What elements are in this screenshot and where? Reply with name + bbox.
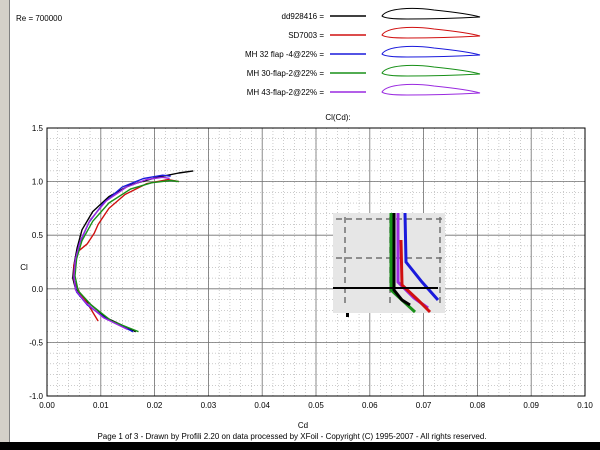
x-tick-label: 0.07 <box>416 401 432 410</box>
reynolds-number: Re = 700000 <box>16 14 63 23</box>
inset-curve <box>403 212 440 301</box>
x-tick-label: 0.06 <box>362 401 378 410</box>
x-tick-label: 0.03 <box>201 401 217 410</box>
airfoil-glyph <box>381 26 481 39</box>
plot-area: 0.00 0.01 0.02 0.03 0.04 0.05 0.06 0.07 0.08 0.09… <box>29 124 593 410</box>
series-line-mh-30-flap-2-22- <box>74 179 179 333</box>
footer-text: Page 1 of 3 - Drawn by Profili 2.20 on d… <box>97 432 486 441</box>
inset-speck <box>346 313 349 317</box>
chart-title: Cl(Cd): <box>325 113 350 122</box>
legend-label: MH 43-flap-2@22% = <box>247 88 325 97</box>
x-tick-label: 0.10 <box>577 401 593 410</box>
x-tick-label: 0.02 <box>147 401 163 410</box>
airfoil-glyph <box>381 64 481 77</box>
window-frame-left <box>0 0 10 450</box>
legend-label: MH 30-flap-2@22% = <box>247 69 325 78</box>
x-tick-label: 0.01 <box>93 401 109 410</box>
legend-label: dd928416 = <box>282 12 325 21</box>
x-tick-label: 0.09 <box>523 401 539 410</box>
series-line-sd7003 <box>73 178 179 322</box>
legend: dd928416 = SD7003 = MH 32 flap -4@22% = MH … <box>245 7 481 97</box>
y-tick-label: -1.0 <box>29 392 43 401</box>
y-tick-label: 1.0 <box>32 178 44 187</box>
plot-frame <box>46 127 586 397</box>
y-axis-label: Cl <box>20 263 28 272</box>
x-tick-label: 0.00 <box>39 401 55 410</box>
airfoil-glyph <box>381 45 481 58</box>
x-axis-label: Cd <box>298 421 308 430</box>
y-tick-label: 0.5 <box>32 231 44 240</box>
window-frame-bottom <box>0 442 600 450</box>
y-tick-label: -0.5 <box>29 338 43 347</box>
x-tick-label: 0.05 <box>308 401 324 410</box>
plot-sheet: dd928416 = SD7003 = MH 32 flap -4@22% = MH … <box>10 0 600 442</box>
legend-label: SD7003 = <box>288 31 324 40</box>
legend-label: MH 32 flap -4@22% = <box>245 50 324 59</box>
inset-curve <box>399 239 432 314</box>
series-line-mh-43-flap-2-22- <box>73 176 170 331</box>
airfoil-glyph <box>381 83 481 96</box>
zoom-inset <box>333 212 445 317</box>
polar-chart: dd928416 = SD7003 = MH 32 flap -4@22% = MH … <box>16 7 593 441</box>
y-tick-label: 0.0 <box>32 285 44 294</box>
inset-curve <box>392 213 411 307</box>
y-tick-label: 1.5 <box>32 124 44 133</box>
airfoil-glyph <box>381 7 481 20</box>
x-tick-label: 0.04 <box>254 401 270 410</box>
x-tick-label: 0.08 <box>470 401 486 410</box>
inset-background <box>333 213 445 313</box>
